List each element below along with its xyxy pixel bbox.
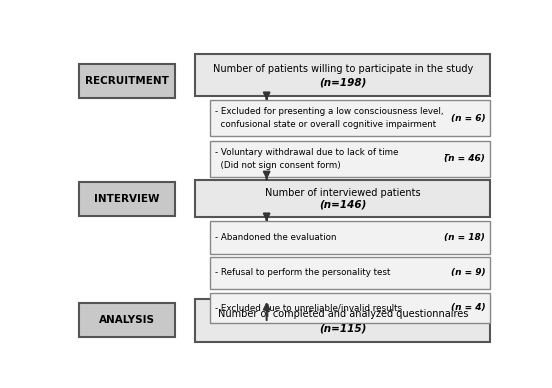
Text: RECRUITMENT: RECRUITMENT (85, 76, 169, 86)
FancyBboxPatch shape (210, 141, 490, 177)
FancyBboxPatch shape (195, 299, 490, 342)
FancyBboxPatch shape (210, 221, 490, 254)
Text: (n=146): (n=146) (319, 200, 367, 210)
Text: (n = 6): (n = 6) (450, 114, 485, 123)
Text: (n = 9): (n = 9) (450, 268, 485, 277)
Text: (n=198): (n=198) (319, 78, 367, 87)
Text: (n = 18): (n = 18) (444, 233, 485, 242)
FancyBboxPatch shape (78, 64, 175, 98)
Text: ANALYSIS: ANALYSIS (99, 315, 155, 325)
Text: - Excluded for presenting a low consciousness level,: - Excluded for presenting a low consciou… (215, 107, 444, 116)
FancyBboxPatch shape (78, 303, 175, 337)
Text: Number of completed and analyzed questionnaires: Number of completed and analyzed questio… (217, 309, 468, 319)
FancyBboxPatch shape (195, 54, 490, 96)
Text: (n=115): (n=115) (319, 324, 367, 333)
Text: Number of interviewed patients: Number of interviewed patients (265, 187, 421, 197)
Text: - Refusal to perform the personality test: - Refusal to perform the personality tes… (215, 268, 391, 277)
Text: (Did not sign consent form): (Did not sign consent form) (215, 161, 341, 170)
Text: Number of patients willing to participate in the study: Number of patients willing to participat… (213, 64, 473, 74)
FancyBboxPatch shape (195, 180, 490, 217)
FancyBboxPatch shape (210, 257, 490, 289)
Text: INTERVIEW: INTERVIEW (94, 194, 160, 204)
Text: (n = 4): (n = 4) (450, 303, 485, 312)
Text: - Excluded due to unreliable/invalid results: - Excluded due to unreliable/invalid res… (215, 303, 402, 312)
Text: - Abandoned the evaluation: - Abandoned the evaluation (215, 233, 337, 242)
FancyBboxPatch shape (210, 293, 490, 323)
FancyBboxPatch shape (78, 182, 175, 216)
FancyBboxPatch shape (210, 100, 490, 136)
Text: - Voluntary withdrawal due to lack of time: - Voluntary withdrawal due to lack of ti… (215, 148, 399, 157)
Text: (̅n = 46): (̅n = 46) (444, 154, 485, 163)
Text: confusional state or overall cognitive impairment: confusional state or overall cognitive i… (215, 120, 437, 129)
